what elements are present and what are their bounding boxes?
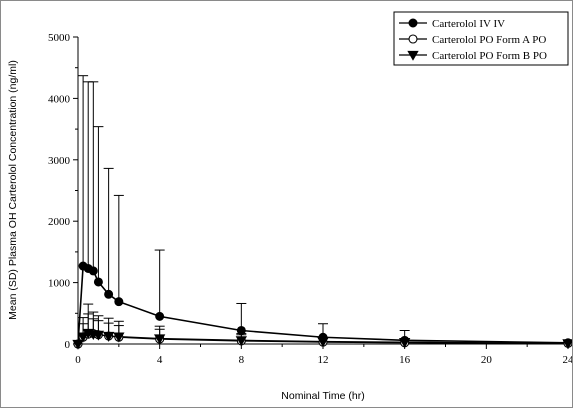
legend-label: Carterolol PO Form B PO bbox=[432, 50, 547, 62]
data-point bbox=[562, 339, 572, 350]
data-point bbox=[92, 330, 105, 341]
legend-marker bbox=[408, 34, 418, 44]
data-point bbox=[77, 332, 89, 343]
x-axis-title: Nominal Time (hr) bbox=[281, 390, 364, 402]
y-tick-label: 5000 bbox=[48, 32, 71, 44]
y-tick-label: 3000 bbox=[48, 155, 71, 167]
x-tick-label: 16 bbox=[399, 354, 411, 366]
x-tick-label: 4 bbox=[157, 354, 163, 366]
y-tick-label: 4000 bbox=[48, 93, 71, 105]
legend-label: Carterolol PO Form A PO bbox=[432, 34, 546, 46]
data-point bbox=[72, 339, 84, 350]
data-point bbox=[93, 277, 103, 287]
legend: Carterolol IV IV Carterolol PO Form A PO C… bbox=[393, 11, 569, 66]
data-point bbox=[154, 334, 166, 345]
legend-marker bbox=[408, 18, 418, 28]
data-point bbox=[104, 289, 114, 299]
y-tick-label: 2000 bbox=[48, 216, 71, 228]
y-tick-label: 1000 bbox=[48, 278, 71, 290]
legend-label: Carterolol IV IV bbox=[432, 18, 505, 30]
data-point bbox=[88, 266, 98, 276]
error-bars bbox=[78, 75, 572, 344]
data-point bbox=[155, 311, 165, 321]
x-tick-label: 20 bbox=[481, 354, 493, 366]
x-tick-label: 0 bbox=[75, 354, 81, 366]
series-markers bbox=[72, 261, 572, 350]
y-axis-title: Mean (SD) Plasma OH Carterolol Concentra… bbox=[7, 60, 19, 320]
data-point bbox=[102, 331, 115, 342]
data-point bbox=[113, 332, 125, 343]
data-point bbox=[399, 338, 411, 348]
x-tick-label: 8 bbox=[239, 354, 245, 366]
x-tick-label: 12 bbox=[318, 354, 329, 366]
legend-marker bbox=[407, 50, 419, 61]
data-point bbox=[235, 336, 247, 347]
y-tick-label: 0 bbox=[65, 339, 71, 351]
data-point bbox=[317, 337, 329, 348]
x-tick-label: 24 bbox=[563, 354, 573, 366]
data-point bbox=[114, 297, 124, 307]
data-point bbox=[236, 325, 246, 335]
axes: 0 1000 2000 3000 4000 5000 0 4 8 12 16 20 24 bbox=[48, 32, 572, 366]
